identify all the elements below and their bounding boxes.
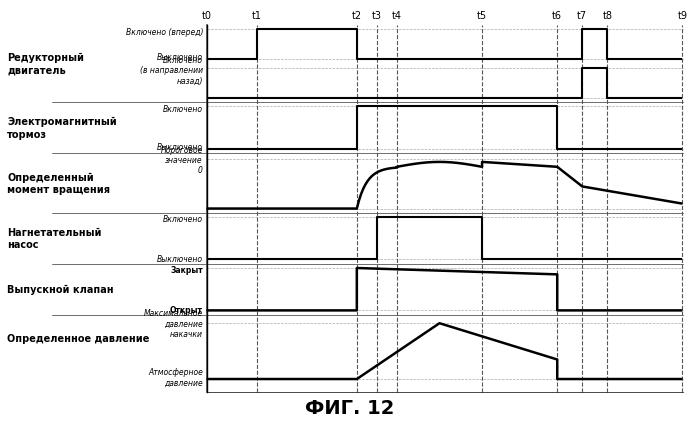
Text: Атмосферное
давление: Атмосферное давление <box>148 367 203 387</box>
Text: Закрыт: Закрыт <box>170 265 203 274</box>
Text: t4: t4 <box>392 12 402 21</box>
Text: t7: t7 <box>578 12 587 21</box>
Text: Определенное давление: Определенное давление <box>7 334 149 343</box>
Text: Выключено: Выключено <box>157 143 203 152</box>
Text: t5: t5 <box>477 12 487 21</box>
Text: t9: t9 <box>678 12 687 21</box>
Text: Включено: Включено <box>163 105 203 114</box>
Text: t1: t1 <box>251 12 262 21</box>
Text: Редукторный
двигатель: Редукторный двигатель <box>7 53 84 75</box>
Text: ФИГ. 12: ФИГ. 12 <box>305 399 395 417</box>
Text: t8: t8 <box>602 12 612 21</box>
Text: t2: t2 <box>352 12 362 21</box>
Text: Выключено: Выключено <box>157 53 203 62</box>
Text: Нагнетательный
насос: Нагнетательный насос <box>7 227 101 250</box>
Text: Определенный
момент вращения: Определенный момент вращения <box>7 172 110 195</box>
Text: Открыт: Открыт <box>170 305 203 314</box>
Text: t6: t6 <box>552 12 562 21</box>
Text: t3: t3 <box>372 12 382 21</box>
Text: Включено: Включено <box>163 214 203 223</box>
Text: Выключено: Выключено <box>157 254 203 263</box>
Text: Включено (вперед): Включено (вперед) <box>125 27 203 37</box>
Text: Выпускной клапан: Выпускной клапан <box>7 285 113 294</box>
Text: Пороговое
значение
0: Пороговое значение 0 <box>160 145 203 175</box>
Text: Электромагнитный
тормоз: Электромагнитный тормоз <box>7 117 117 139</box>
Text: t0: t0 <box>202 12 211 21</box>
Text: Максимальное
давление
накачки: Максимальное давление накачки <box>144 308 203 338</box>
Text: Включено
(в направлении
назад): Включено (в направлении назад) <box>140 56 203 86</box>
